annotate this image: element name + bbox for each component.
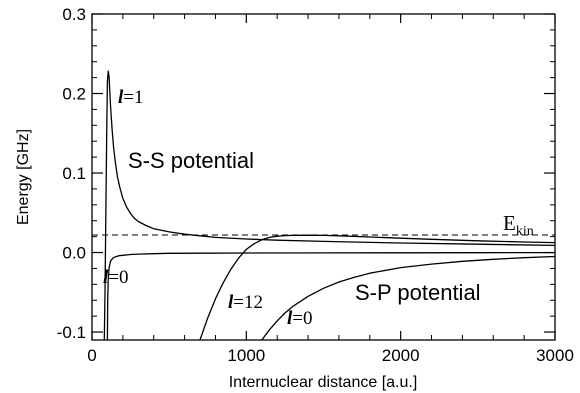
y-tick-label-2: 0.1 [62,164,86,183]
curve-label-l0-ss-val: =0 [108,267,128,288]
curve-label-l0-ss: l=0 [103,267,129,288]
curve-label-l1: l=1 [118,87,144,108]
annotation-s-p-potential: S-P potential [355,280,481,305]
curve-label-l0-sp-var: l [287,308,293,329]
series-line-3 [261,255,556,341]
series-line-1 [106,251,556,341]
curve-label-l12: l=12 [228,292,263,313]
y-tick-label-0: -0.1 [57,323,86,342]
plot-marks [92,70,556,341]
curve-label-l1-val: =1 [123,87,143,108]
ekin-label-sub: kin [516,224,534,239]
curve-label-l0-sp: l=0 [287,308,313,329]
y-axis-title: Energy [GHz] [15,129,32,225]
annotation-s-s-potential: S-S potential [128,148,254,173]
series-line-2 [199,234,556,341]
ekin-label-main: E [503,211,516,235]
curve-label-l0-ss-var: l [103,267,109,288]
ekin-label: Ekin [503,211,534,239]
y-tick-label-1: 0.0 [62,244,86,263]
axis-ticks: 0 1000 2000 3000 -0.1 0.0 0.1 0.2 0.3 [57,5,574,365]
curve-label-l1-var: l [118,87,124,108]
x-tick-label-2: 2000 [382,346,420,365]
x-tick-label-0: 0 [87,346,96,365]
curve-label-l0-sp-val: =0 [292,308,312,329]
curve-label-l12-var: l [228,292,234,313]
curve-label-l12-val: =12 [233,292,263,313]
y-tick-label-4: 0.3 [62,5,86,24]
x-tick-label-1: 1000 [227,346,265,365]
x-tick-label-3: 3000 [536,346,574,365]
y-tick-label-3: 0.2 [62,85,86,104]
series-line-0 [103,70,556,341]
plot-frame [91,13,556,341]
x-axis-title: Internuclear distance [a.u.] [229,374,418,391]
